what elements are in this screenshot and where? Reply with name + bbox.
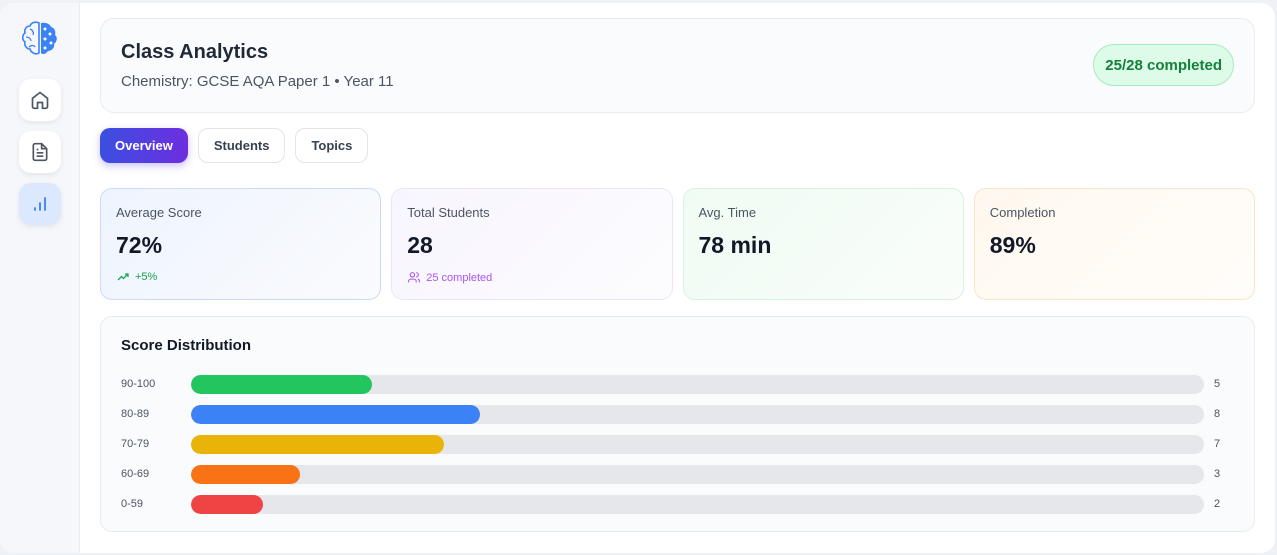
- tab-topics[interactable]: Topics: [295, 128, 369, 163]
- page-title: Class Analytics: [121, 41, 269, 63]
- distribution-row: 80-89 8: [121, 399, 1234, 429]
- score-distribution: Score Distribution 90-100 5 80-89 8 70-79 7 60…: [100, 316, 1255, 532]
- tab-bar: Overview Students Topics: [100, 128, 1255, 163]
- distribution-row: 70-79 7: [121, 429, 1234, 459]
- stat-card-average-score: Average Score 72% +5%: [100, 188, 382, 300]
- range-label: 60-69: [121, 468, 150, 480]
- sidebar: [0, 3, 80, 553]
- document-icon: [32, 142, 47, 162]
- bar-fill: [191, 404, 481, 424]
- bar-fill: [191, 374, 372, 394]
- distribution-row: 0-59 2: [121, 489, 1234, 519]
- count-label: 3: [1214, 468, 1221, 480]
- stat-label: Avg. Time: [698, 205, 757, 220]
- stat-label: Completion: [989, 205, 1056, 220]
- stat-label: Average Score: [116, 205, 202, 220]
- count-label: 7: [1214, 438, 1221, 450]
- range-label: 80-89: [121, 408, 150, 420]
- page-subtitle: Chemistry: GCSE AQA Paper 1 • Year 11: [121, 73, 394, 90]
- tab-overview[interactable]: Overview: [100, 128, 188, 163]
- trending-up-icon: [117, 273, 129, 281]
- tab-students[interactable]: Students: [197, 128, 286, 163]
- stat-label: Total Students: [407, 205, 490, 220]
- bar-track: [191, 404, 1204, 424]
- range-label: 0-59: [121, 498, 144, 510]
- stat-card-total-students: Total Students 28 25 completed: [391, 188, 673, 300]
- range-label: 90-100: [121, 378, 156, 390]
- bar-fill: [191, 434, 445, 454]
- bar-fill: [191, 464, 300, 484]
- bar-track: [191, 374, 1204, 394]
- completion-badge: 25/28 completed: [1093, 44, 1234, 86]
- range-label: 70-79: [121, 438, 150, 450]
- stat-sub: +5%: [135, 271, 158, 283]
- bar-track: [191, 494, 1204, 514]
- users-icon: [408, 272, 421, 283]
- count-label: 8: [1214, 408, 1221, 420]
- section-title: Score Distribution: [121, 337, 252, 354]
- sidebar-item-documents[interactable]: [18, 131, 61, 173]
- stat-value: 28: [407, 232, 433, 258]
- stat-card-avg-time: Avg. Time 78 min: [682, 188, 964, 300]
- stat-card-completion: Completion 89%: [973, 188, 1255, 300]
- sidebar-item-analytics[interactable]: [18, 183, 61, 225]
- sidebar-item-home[interactable]: [18, 79, 61, 121]
- stat-value: 78 min: [698, 232, 772, 258]
- bar-fill: [191, 494, 264, 514]
- count-label: 5: [1214, 378, 1221, 390]
- brain-logo-icon: [21, 21, 57, 55]
- bar-track: [191, 464, 1204, 484]
- count-label: 2: [1214, 498, 1221, 510]
- stat-value: 72%: [116, 232, 163, 258]
- distribution-row: 60-69 3: [121, 459, 1234, 489]
- distribution-row: 90-100 5: [121, 369, 1234, 399]
- bar-track: [191, 434, 1204, 454]
- stat-value: 89%: [989, 232, 1036, 258]
- home-icon: [31, 91, 48, 110]
- bar-chart-icon: [33, 197, 46, 211]
- stat-sub: 25 completed: [426, 271, 493, 284]
- page-header: Class Analytics Chemistry: GCSE AQA Pape…: [100, 18, 1255, 113]
